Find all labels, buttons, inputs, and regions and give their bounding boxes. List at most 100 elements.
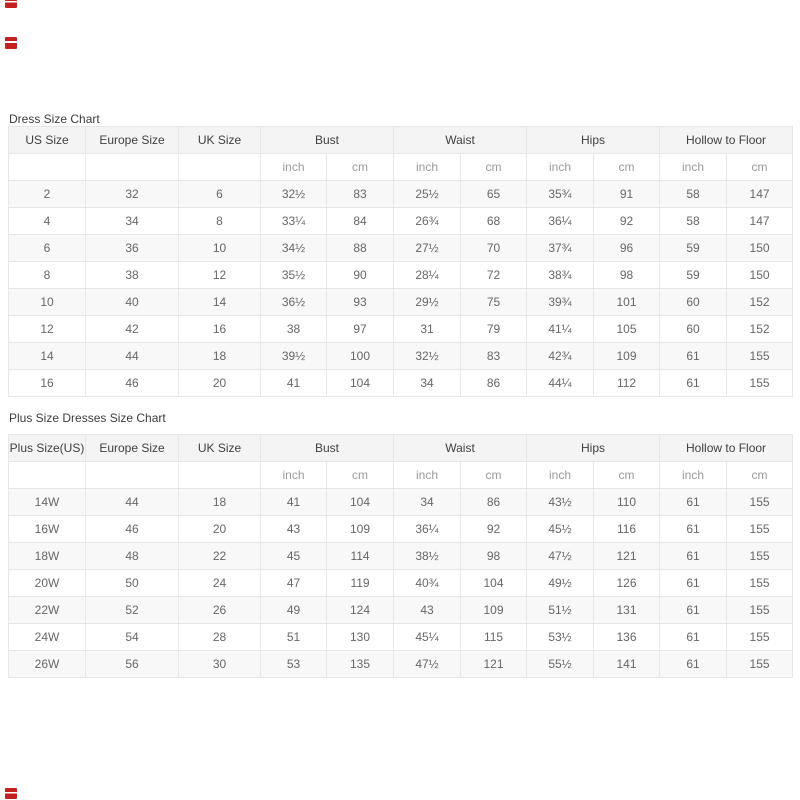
group-header: Waist [393, 126, 528, 154]
unit-header: cm [593, 153, 661, 181]
table-row: 12 42 16 38 97 31 79 41¼ 105 60 152 [8, 315, 794, 343]
data-cell: 79 [460, 315, 528, 343]
unit-header: inch [260, 153, 327, 181]
data-cell: 38½ [393, 542, 462, 570]
data-cell: 26 [178, 596, 261, 624]
data-cell: 131 [593, 596, 661, 624]
data-cell: 112 [593, 369, 661, 397]
header-row: US Size Europe Size UK Size Bust Waist Hips Ho… [8, 126, 794, 154]
unit-header: inch [393, 153, 462, 181]
data-cell: 10 [8, 288, 86, 316]
data-cell: 36¼ [526, 207, 595, 235]
data-cell: 27½ [393, 234, 462, 262]
group-header: Bust [259, 126, 395, 154]
data-cell: 155 [726, 542, 794, 570]
data-cell: 61 [659, 623, 728, 651]
table-row: 14 44 18 39½ 100 32½ 83 42¾ 109 61 155 [8, 342, 794, 370]
data-cell: 33¼ [260, 207, 327, 235]
data-cell: 20 [178, 369, 261, 397]
data-cell: 26W [8, 650, 86, 678]
empty-cell [8, 461, 86, 489]
data-cell: 26¾ [393, 207, 462, 235]
unit-header: inch [526, 153, 595, 181]
data-cell: 32½ [393, 342, 462, 370]
data-cell: 46 [85, 515, 179, 543]
data-cell: 14W [8, 488, 86, 516]
empty-cell [85, 153, 179, 181]
data-cell: 12 [8, 315, 86, 343]
data-cell: 6 [8, 234, 86, 262]
data-cell: 28¼ [393, 261, 462, 289]
data-cell: 109 [460, 596, 528, 624]
plus-size-chart-section: Plus Size Dresses Size Chart Plus Size(U… [8, 412, 794, 678]
table-row: 14W 44 18 41 104 34 86 43½ 110 61 155 [8, 488, 794, 516]
data-cell: 52 [85, 596, 179, 624]
unit-header: inch [526, 461, 595, 489]
table-row: 10 40 14 36½ 93 29½ 75 39¾ 101 60 152 [8, 288, 794, 316]
column-header: Plus Size(US) [8, 434, 86, 462]
data-cell: 20W [8, 569, 86, 597]
data-cell: 8 [178, 207, 261, 235]
plus-size-table-container: Plus Size(US) Europe Size UK Size Bust Waist… [8, 434, 794, 678]
group-header: Hips [526, 434, 661, 462]
data-cell: 41 [260, 369, 327, 397]
data-cell: 152 [726, 315, 794, 343]
data-cell: 155 [726, 569, 794, 597]
data-cell: 91 [593, 180, 661, 208]
table-row: 18W 48 22 45 114 38½ 98 47½ 121 61 155 [8, 542, 794, 570]
unit-header: cm [460, 153, 528, 181]
column-header: Europe Size [85, 434, 179, 462]
data-cell: 35¾ [526, 180, 595, 208]
plus-size-chart-table: Plus Size(US) Europe Size UK Size Bust Waist… [8, 434, 794, 678]
data-cell: 34 [393, 369, 462, 397]
empty-cell [85, 461, 179, 489]
data-cell: 53 [260, 650, 327, 678]
data-cell: 61 [659, 596, 728, 624]
data-cell: 34½ [260, 234, 327, 262]
data-cell: 38¾ [526, 261, 595, 289]
data-cell: 121 [460, 650, 528, 678]
data-cell: 155 [726, 596, 794, 624]
data-cell: 34 [85, 207, 179, 235]
data-cell: 114 [325, 542, 395, 570]
unit-header: cm [460, 461, 528, 489]
table-row: 16 46 20 41 104 34 86 44¼ 112 61 155 [8, 369, 794, 397]
group-header: Hollow to Floor [659, 434, 794, 462]
column-header: UK Size [178, 434, 261, 462]
data-cell: 155 [726, 342, 794, 370]
data-cell: 59 [659, 261, 728, 289]
data-cell: 25½ [393, 180, 462, 208]
group-header: Hollow to Floor [659, 126, 794, 154]
data-cell: 61 [659, 650, 728, 678]
data-cell: 45½ [526, 515, 595, 543]
data-cell: 14 [8, 342, 86, 370]
data-cell: 36 [85, 234, 179, 262]
data-cell: 121 [593, 542, 661, 570]
data-cell: 48 [85, 542, 179, 570]
table-row: 8 38 12 35½ 90 28¼ 72 38¾ 98 59 150 [8, 261, 794, 289]
table-row: 20W 50 24 47 119 40¾ 104 49½ 126 61 155 [8, 569, 794, 597]
data-cell: 83 [325, 180, 395, 208]
red-watermark-fragment [5, 788, 17, 799]
data-cell: 124 [325, 596, 395, 624]
data-cell: 4 [8, 207, 86, 235]
data-cell: 39¾ [526, 288, 595, 316]
data-cell: 98 [593, 261, 661, 289]
data-cell: 43½ [526, 488, 595, 516]
data-cell: 93 [325, 288, 395, 316]
data-cell: 2 [8, 180, 86, 208]
data-cell: 43 [393, 596, 462, 624]
data-cell: 70 [460, 234, 528, 262]
data-cell: 65 [460, 180, 528, 208]
data-cell: 45 [260, 542, 327, 570]
data-cell: 104 [325, 369, 395, 397]
table-row: 26W 56 30 53 135 47½ 121 55½ 141 61 155 [8, 650, 794, 678]
data-cell: 29½ [393, 288, 462, 316]
data-cell: 105 [593, 315, 661, 343]
group-header: Bust [259, 434, 395, 462]
data-cell: 61 [659, 488, 728, 516]
data-cell: 155 [726, 650, 794, 678]
data-cell: 40 [85, 288, 179, 316]
unit-header-row: inch cm inch cm inch cm inch cm [8, 153, 794, 181]
column-header: UK Size [178, 126, 261, 154]
